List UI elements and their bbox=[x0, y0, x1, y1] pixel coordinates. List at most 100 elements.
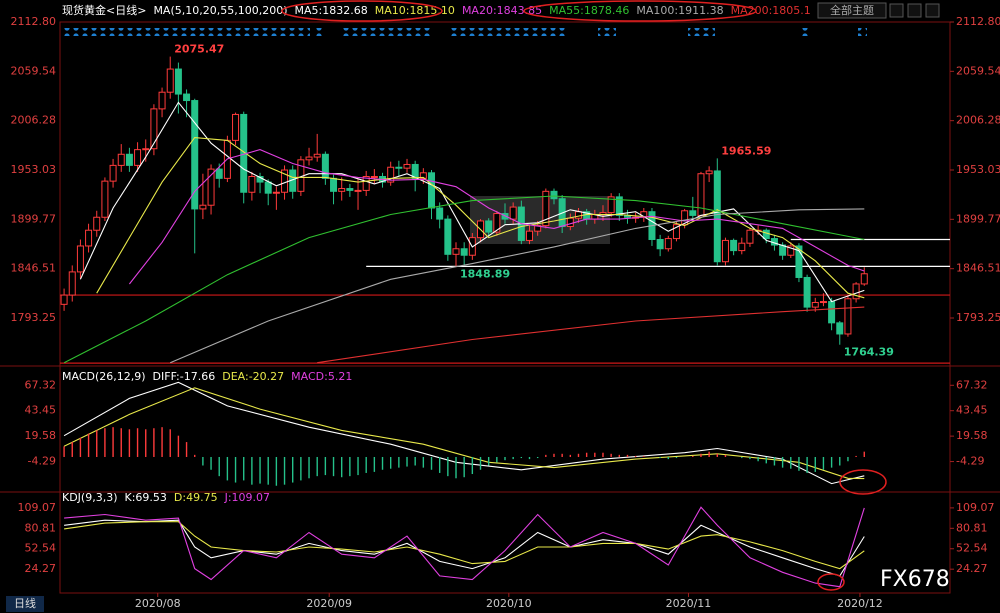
y-tick-label: 80.81 bbox=[25, 521, 57, 534]
legend-label: DEA:-20.27 bbox=[222, 370, 284, 383]
candle-body bbox=[485, 220, 493, 233]
candle-body bbox=[444, 218, 452, 255]
candle-body bbox=[330, 177, 338, 192]
toolbar-icon[interactable] bbox=[925, 3, 940, 18]
candle-body bbox=[713, 170, 721, 263]
legend-label: MACD:5.21 bbox=[291, 370, 352, 383]
legend-label: KDJ(9,3,3) bbox=[62, 491, 118, 504]
candle-body bbox=[689, 210, 697, 216]
y-tick-label: 1846.51 bbox=[11, 262, 57, 275]
y-tick-label: 2006.28 bbox=[956, 114, 1000, 127]
candle-body bbox=[85, 229, 93, 247]
candle-body bbox=[370, 176, 378, 179]
signal-dots bbox=[340, 28, 430, 36]
series-line bbox=[96, 137, 865, 299]
candle-body bbox=[721, 239, 729, 263]
candle-body bbox=[860, 273, 868, 285]
highlight-ellipse bbox=[839, 469, 887, 495]
signal-dots bbox=[62, 28, 310, 36]
candle-body bbox=[158, 91, 166, 110]
y-tick-label: 43.45 bbox=[956, 404, 988, 417]
legend-label: MACD(26,12,9) bbox=[62, 370, 146, 383]
candle-body bbox=[607, 196, 615, 214]
candle-body bbox=[681, 210, 689, 226]
series-line bbox=[79, 101, 865, 303]
candle-body bbox=[305, 156, 313, 161]
candle-body bbox=[109, 164, 117, 182]
y-tick-label: 2112.80 bbox=[11, 15, 57, 28]
candle-body bbox=[803, 276, 811, 308]
series-line bbox=[63, 195, 865, 364]
candle-body bbox=[313, 153, 321, 158]
candle-body bbox=[844, 298, 852, 335]
watermark: FX678 bbox=[880, 567, 950, 592]
candle-body bbox=[762, 229, 770, 240]
y-tick-label: 2006.28 bbox=[11, 114, 57, 127]
y-tick-label: 2059.54 bbox=[956, 64, 1000, 77]
candle-body bbox=[354, 189, 362, 192]
candle-body bbox=[566, 217, 574, 228]
highlight-ellipse bbox=[281, 0, 443, 22]
candle-body bbox=[272, 191, 280, 194]
toolbar-icon[interactable] bbox=[907, 3, 922, 18]
x-tick-label: 2020/11 bbox=[666, 597, 712, 610]
y-tick-label: -4.29 bbox=[28, 455, 56, 468]
series-line bbox=[64, 519, 865, 577]
candle-body bbox=[787, 245, 795, 256]
series-line bbox=[128, 149, 865, 285]
toolbar-icon[interactable] bbox=[889, 3, 904, 18]
candle-body bbox=[76, 245, 84, 273]
x-tick-label: 2020/09 bbox=[306, 597, 352, 610]
series-line bbox=[63, 381, 865, 485]
candle-body bbox=[509, 206, 517, 220]
candle-body bbox=[232, 113, 240, 141]
candle-body bbox=[411, 163, 419, 179]
legend-label: MA(5,10,20,55,100,200) bbox=[153, 4, 287, 17]
candle-body bbox=[117, 153, 125, 166]
candle-body bbox=[705, 170, 713, 175]
legend-label: MA10:1815.10 bbox=[375, 4, 455, 17]
y-tick-label: 1899.77 bbox=[956, 212, 1000, 225]
toolbar-button[interactable] bbox=[817, 2, 887, 19]
plot-layer: 2112.80 2112.80 2059.54 2059.54 2006.28 2006.… bbox=[11, 3, 1000, 610]
y-tick-label: 52.54 bbox=[956, 542, 988, 555]
candle-body bbox=[819, 301, 827, 304]
x-tick-label: 2020/10 bbox=[486, 597, 532, 610]
candle-body bbox=[615, 196, 623, 216]
candle-body bbox=[419, 172, 427, 179]
legend-label: MA5:1832.68 bbox=[295, 4, 368, 17]
candle-body bbox=[460, 248, 468, 256]
annotation: 1965.59 bbox=[721, 144, 771, 157]
candle-body bbox=[125, 153, 133, 166]
x-tick-label: 2020/08 bbox=[135, 597, 181, 610]
candle-body bbox=[60, 294, 68, 305]
legend-label: J:109.07 bbox=[224, 491, 270, 504]
x-tick-label: 2020/12 bbox=[837, 597, 883, 610]
y-tick-label: 2112.80 bbox=[956, 15, 1000, 28]
candle-body bbox=[403, 163, 411, 169]
candle-body bbox=[697, 173, 705, 216]
candle-body bbox=[150, 108, 158, 150]
highlight-ellipse bbox=[817, 573, 845, 591]
signal-dots bbox=[688, 28, 715, 36]
y-tick-label: 1846.51 bbox=[956, 262, 1000, 275]
candle-body bbox=[493, 213, 501, 233]
candle-body bbox=[428, 172, 436, 209]
bottom-tab-label[interactable]: 日线 bbox=[14, 596, 36, 610]
y-tick-label: 67.32 bbox=[956, 378, 988, 391]
candle-body bbox=[321, 153, 329, 179]
candle-body bbox=[174, 68, 182, 95]
bottom-tab[interactable] bbox=[6, 596, 44, 612]
legend-label: MA100:1911.38 bbox=[636, 4, 723, 17]
candle-body bbox=[672, 224, 680, 240]
annotation: 1848.89 bbox=[460, 267, 510, 280]
toolbar-button-label[interactable]: 全部主题 bbox=[830, 3, 874, 17]
y-tick-label: 2059.54 bbox=[11, 64, 57, 77]
y-tick-label: 1899.77 bbox=[11, 212, 57, 225]
y-tick-label: 109.07 bbox=[18, 501, 57, 514]
candle-body bbox=[101, 180, 109, 218]
y-tick-label: 19.58 bbox=[956, 429, 988, 442]
y-tick-label: 67.32 bbox=[25, 378, 57, 391]
legend-label: 现货黄金<日线> bbox=[62, 3, 146, 17]
